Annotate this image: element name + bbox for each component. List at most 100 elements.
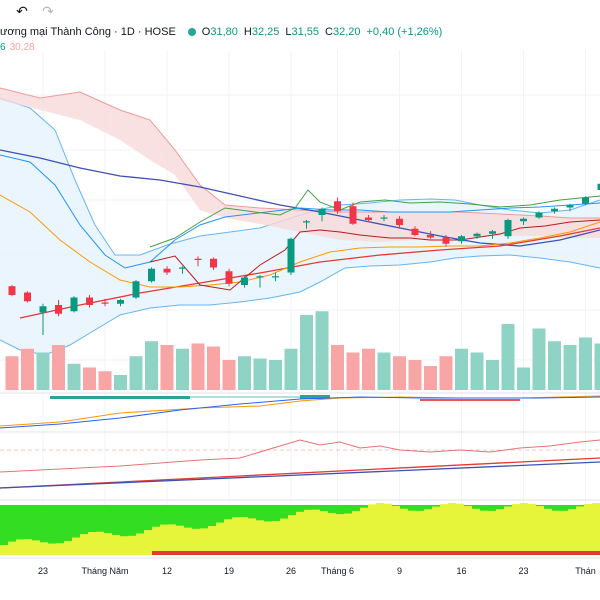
sentiment-bar (136, 533, 144, 555)
sentiment-bar (296, 551, 304, 555)
candle-body (225, 271, 233, 284)
bollinger-lower (0, 254, 600, 356)
redo-icon[interactable]: ↷ (42, 3, 54, 19)
candle (225, 268, 233, 287)
sentiment-bar (32, 505, 40, 555)
volume-bar (517, 367, 530, 390)
sentiment-bar (496, 509, 504, 555)
sentiment-bar (376, 503, 384, 555)
sentiment-bar (440, 551, 448, 555)
bollinger-basis (0, 154, 600, 269)
candle (365, 215, 372, 223)
sentiment-bar (488, 510, 496, 555)
candle (504, 218, 512, 239)
sentiment-bar (304, 509, 312, 555)
volume-bar (114, 375, 127, 390)
sentiment-bar (64, 505, 72, 555)
sentiment-bar (512, 504, 520, 555)
sentiment-bar (592, 503, 600, 555)
candle-body (39, 306, 47, 313)
x-tick-label: Tháng 6 (321, 566, 354, 576)
candle-body (287, 238, 295, 273)
sentiment-bar (24, 539, 32, 555)
sentiment-bar (96, 505, 104, 555)
sentiment-bar (184, 551, 192, 555)
sentiment-bar (328, 551, 336, 555)
sentiment-bar (344, 513, 352, 555)
sentiment-bar (320, 511, 328, 555)
sentiment-bar (232, 551, 240, 555)
sentiment-bar (0, 505, 8, 555)
candle (272, 272, 279, 282)
candle-body (458, 236, 465, 242)
candle (148, 267, 155, 283)
candle (210, 257, 217, 270)
sentiment-bar (8, 541, 16, 555)
candle-body (582, 197, 589, 204)
candle-body (8, 286, 16, 295)
sentiment-bar (312, 551, 320, 555)
candle (24, 291, 31, 303)
sentiment-bar (400, 551, 408, 555)
candle-body (597, 183, 600, 190)
sentiment-bar (312, 509, 320, 555)
sentiment-bar (504, 551, 512, 555)
x-axis: 23 Tháng Năm 12 19 26 Tháng 6 9 16 23 Thán (38, 566, 596, 576)
candle-body (132, 281, 140, 298)
volume-bar (362, 348, 375, 390)
candle-body (442, 237, 450, 244)
candle (241, 276, 248, 288)
sentiment-bar (240, 517, 248, 555)
volume-bar (129, 356, 143, 390)
x-tick-label: Tháng Năm (81, 566, 128, 576)
volume-bar (238, 356, 251, 390)
volume-bar (424, 366, 437, 390)
sentiment-bar (48, 505, 56, 555)
sentiment-bar (496, 551, 504, 555)
sentiment-bar (248, 518, 256, 555)
rsi-line (0, 439, 600, 473)
sentiment-bar (384, 503, 392, 555)
sentiment-bar (480, 551, 488, 555)
low-label: L (285, 26, 292, 39)
volume-bar (98, 371, 112, 390)
sentiment-bar (432, 506, 440, 555)
candle (582, 196, 589, 205)
macd-histogram (420, 399, 520, 401)
sentiment-bar (152, 551, 160, 555)
sentiment-bar (128, 535, 136, 555)
sentiment-bar (160, 551, 168, 555)
candle (303, 220, 310, 229)
candle-body (179, 267, 186, 269)
candle (489, 230, 496, 239)
sentiment-bar (320, 551, 328, 555)
candle (55, 300, 62, 317)
sentiment-bar (136, 505, 144, 555)
sentiment-bar (224, 519, 232, 555)
sentiment-bar (80, 505, 88, 555)
sentiment-bar (288, 515, 296, 555)
candle (334, 197, 341, 214)
sentiment-bar (360, 551, 368, 555)
volume-bar (21, 348, 34, 390)
candle-body (55, 305, 62, 314)
indicator-value: 30,28 (9, 42, 35, 53)
candle-body (86, 297, 93, 305)
sentiment-bar (160, 524, 168, 555)
candle-body (272, 276, 279, 278)
sentiment-bar (40, 542, 48, 555)
sentiment-bar (536, 506, 544, 555)
candle (256, 275, 264, 288)
sentiment-bar (568, 509, 576, 555)
symbol-legend: ương mại Thành Công · 1D · HOSE O31,80 H32… (0, 26, 448, 42)
undo-icon[interactable]: ↶ (16, 3, 28, 19)
x-tick-label: 26 (286, 566, 296, 576)
candle-body (349, 206, 357, 224)
macd-histogram (50, 396, 190, 399)
candle-body (148, 268, 155, 282)
volume-bar (486, 360, 499, 390)
close-label: C (325, 26, 333, 39)
volume-bar (269, 360, 282, 390)
candle-body (210, 258, 217, 268)
